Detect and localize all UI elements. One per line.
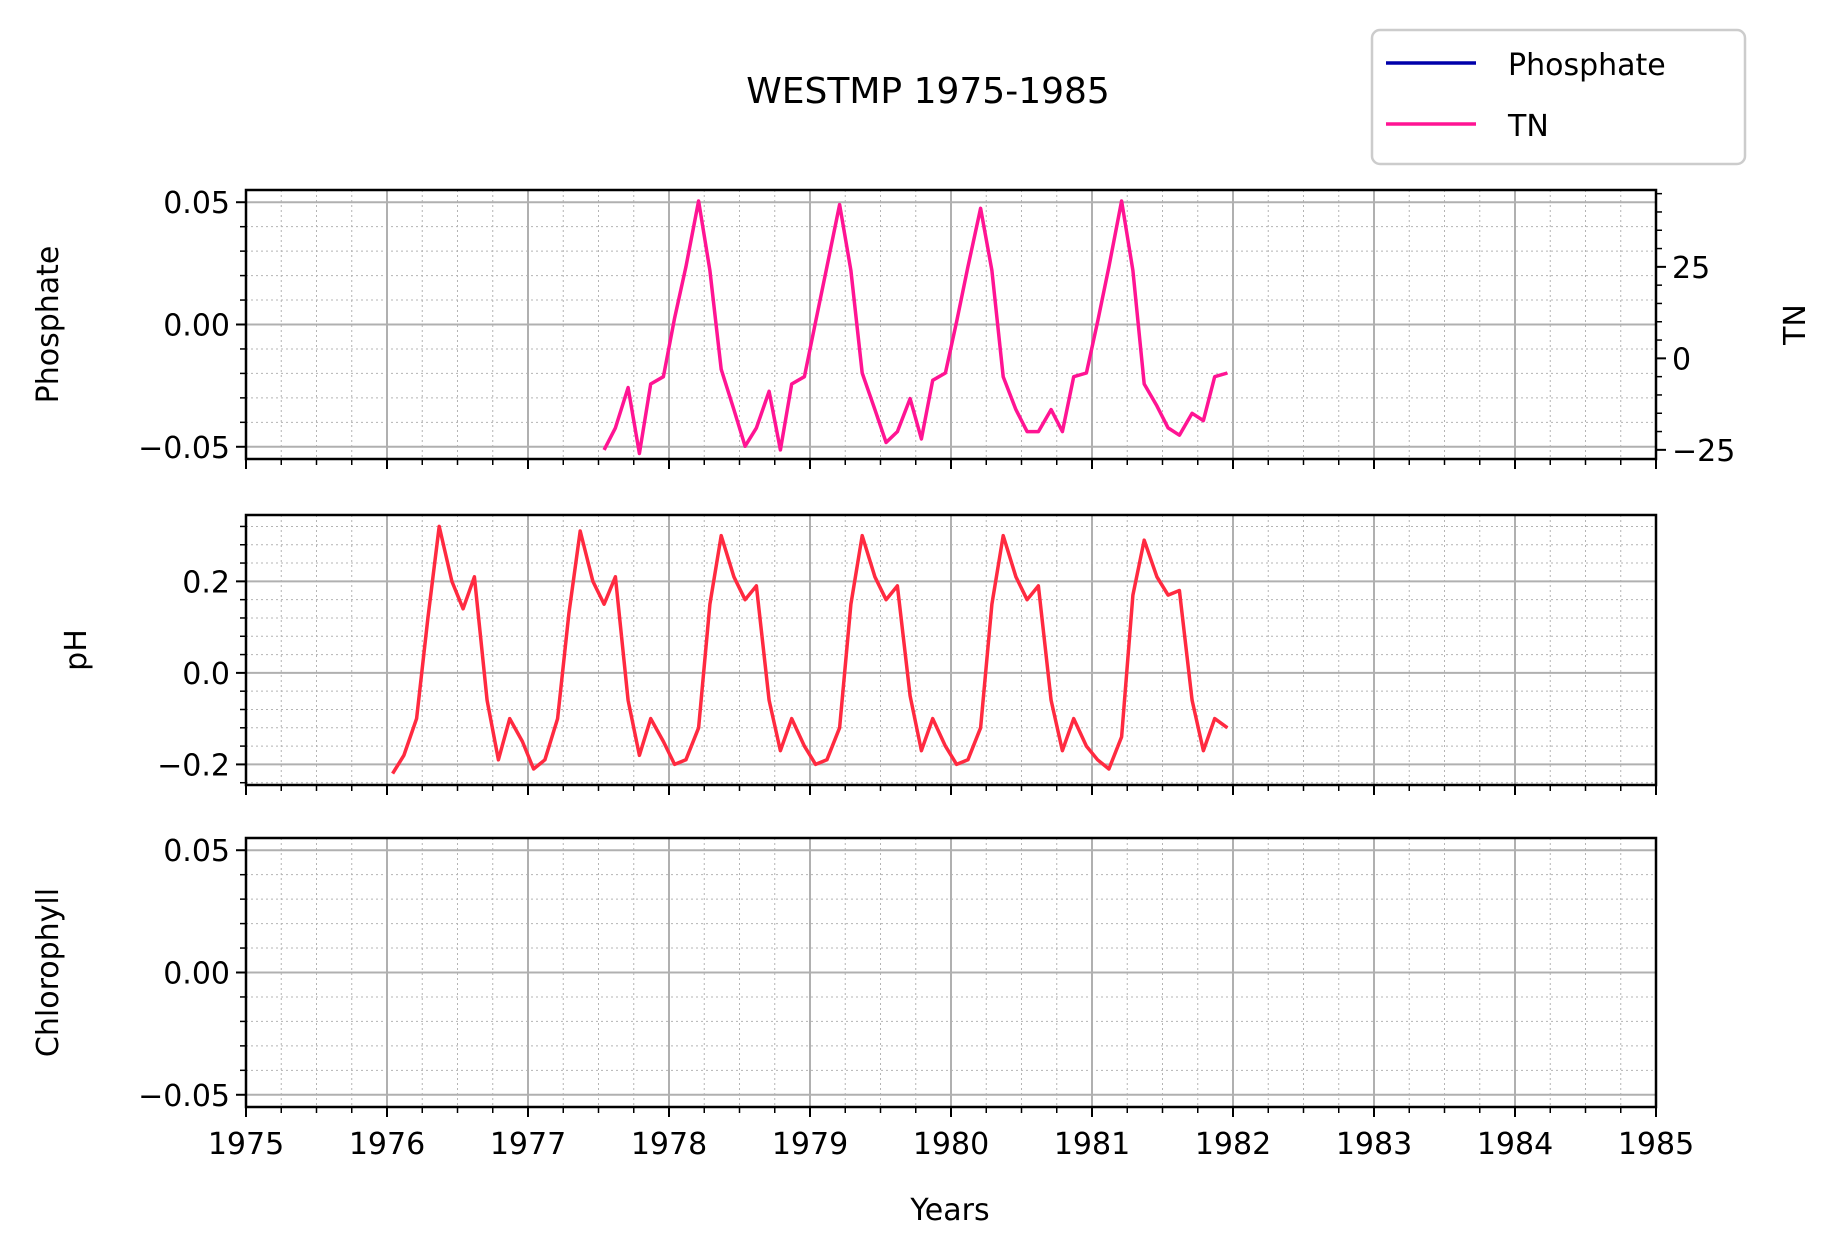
- axes-frame: [244, 836, 1658, 1109]
- x-tick-label: 1975: [208, 1127, 284, 1162]
- panel-chlorophyll: 0.05 0.00 −0.05 Chlorophyll 1975 1976 1977 1978…: [31, 834, 1694, 1162]
- x-tick-label: 1981: [1054, 1127, 1130, 1162]
- x-tick-label: 1983: [1336, 1127, 1412, 1162]
- y-axis-label: Phosphate: [31, 246, 66, 404]
- x-tick-label: 1980: [913, 1127, 989, 1162]
- series-line-ph: [391, 524, 1229, 775]
- y-tick-label: 0.00: [163, 957, 230, 992]
- chart-title: WESTMP 1975-1985: [746, 71, 1110, 112]
- y2-tick-label: 0: [1672, 342, 1691, 377]
- y2-tick-label: −25: [1672, 434, 1735, 469]
- legend: Phosphate TN: [1370, 28, 1747, 166]
- axes-frame: [244, 513, 1658, 787]
- x-tick-label: 1976: [349, 1127, 425, 1162]
- y-tick-label: 0.05: [163, 186, 230, 221]
- series-line-tn: [602, 199, 1228, 456]
- y-tick-label: −0.05: [138, 1079, 230, 1114]
- panel-ph: 0.2 0.0 −0.2 pH: [59, 513, 1658, 795]
- axes-frame: [244, 188, 1658, 461]
- subplots: 0.05 0.00 −0.05 25 0 −25 TN Phosphate 0.2 0.0 −0.2…: [31, 186, 1813, 1162]
- legend-label-tn: TN: [1507, 109, 1549, 144]
- x-tick-label: 1985: [1618, 1127, 1694, 1162]
- y-tick-label: −0.2: [157, 748, 230, 783]
- y-axis-label: pH: [59, 629, 94, 671]
- legend-label-phosphate: Phosphate: [1508, 48, 1666, 83]
- x-tick-label: 1984: [1477, 1127, 1553, 1162]
- panel-phosphate: 0.05 0.00 −0.05 25 0 −25 TN Phosphate: [31, 186, 1813, 469]
- y-tick-label: 0.05: [163, 834, 230, 869]
- y-tick-label: −0.05: [138, 431, 230, 466]
- x-axis-label: Years: [909, 1193, 989, 1228]
- x-tick-label: 1982: [1195, 1127, 1271, 1162]
- x-tick-label: 1979: [772, 1127, 848, 1162]
- x-tick-label: 1978: [631, 1127, 707, 1162]
- y2-tick-label: 25: [1672, 251, 1710, 286]
- x-tick-label: 1977: [490, 1127, 566, 1162]
- y-tick-label: 0.0: [182, 657, 230, 692]
- y-tick-label: 0.2: [182, 565, 230, 600]
- y-axis-label: Chlorophyll: [31, 888, 66, 1057]
- y-tick-label: 0.00: [163, 309, 230, 344]
- y2-axis-label: TN: [1778, 304, 1813, 346]
